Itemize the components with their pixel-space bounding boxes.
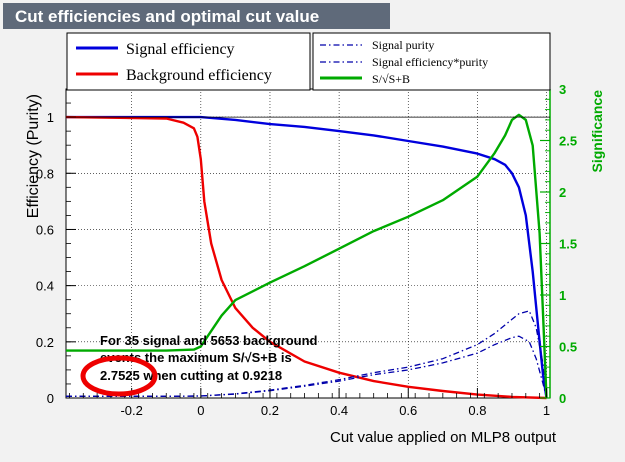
y-tick-label: 0.2 [36,335,54,350]
y2-axis-title: Significance [589,90,605,173]
y-tick-label: 0.4 [36,279,54,294]
y2-tick-label: 2 [559,185,566,200]
annotation-line-2: events the maximum S/√S+B is [100,350,292,365]
x-tick-label: 0 [197,403,204,418]
x-tick-label: 0.2 [261,403,279,418]
y2-tick-label: 0 [559,391,566,406]
series-signal-efficiency [66,115,548,399]
legend-label-signal-efficiency-purity: Signal efficiency*purity [372,55,488,69]
y2-tick-label: 1 [559,288,566,303]
y-axis-title: Efficiency (Purity) [25,94,42,218]
highlight-circle [80,355,158,397]
annotation-line-1: For 35 signal and 5653 background [100,333,318,348]
y2-tick-label: 3 [559,82,566,97]
x-axis-title: Cut value applied on MLP8 output [330,429,557,446]
annotation-line-3: 2.7525 when cutting at 0.9218 [100,368,282,383]
plot-area [65,88,551,399]
x-tick-label: 1 [543,403,550,418]
legend-label-signal-efficiency: Signal efficiency [126,41,235,58]
x-tick-label: 0.6 [399,403,417,418]
optimal-cut-annotation: For 35 signal and 5653 background events… [100,333,318,383]
title-banner [3,3,390,29]
y-tick-label: 1 [47,110,54,125]
series-signal-efficiency-purity [66,335,548,399]
x-tick-label: -0.2 [120,403,142,418]
legend-box-left [66,32,311,91]
y-tick-label: 0 [47,391,54,406]
series-background-efficiency [65,115,547,400]
x-tick-label: 0.4 [330,403,348,418]
y2-tick-label: 0.5 [559,340,577,355]
series-layer [65,113,548,400]
legend-label-significance: S/√S+B [372,72,410,86]
y-tick-label: 0.6 [36,222,54,237]
y-tick-label: 0.8 [36,166,54,181]
chart-title: Cut efficiencies and optimal cut value [15,7,319,26]
y2-tick-label: 1.5 [559,237,577,252]
y2-tick-label: 2.5 [559,134,577,149]
legend-label-background-efficiency: Background efficiency [126,67,272,84]
axes-layer: -0.2 0 0.2 0.4 0.6 0.8 100.20.40.60.8100.511.5… [36,82,577,418]
x-tick-label: 0.8 [468,403,486,418]
legend-label-signal-purity: Signal purity [372,38,434,52]
series-s-s-b [66,113,548,399]
